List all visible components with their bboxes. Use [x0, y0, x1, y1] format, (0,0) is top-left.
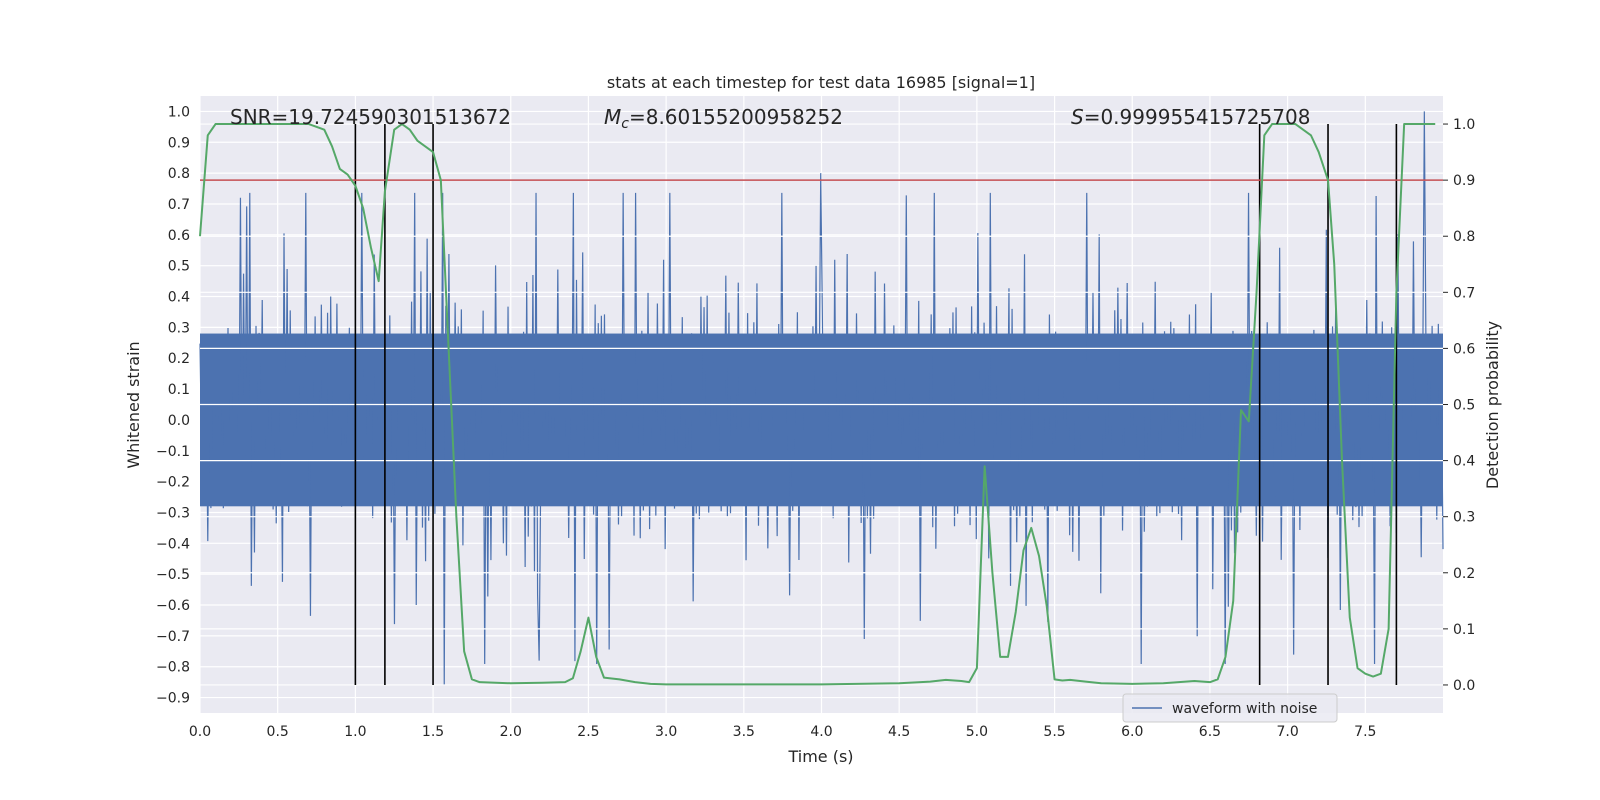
marker-layer	[354, 124, 1398, 685]
legend-box	[1122, 693, 1338, 723]
mc-value: =8.60155200958252	[629, 105, 843, 129]
y-tick-label: −0.6	[156, 598, 190, 614]
x-tick-label: 2.5	[577, 724, 599, 740]
x-tick-label: 0.0	[189, 724, 211, 740]
x-axis-label: Time (s)	[787, 747, 853, 766]
legend-label-waveform: waveform with noise	[1172, 701, 1317, 717]
y-right-tick-label: 0.8	[1453, 229, 1475, 245]
y-tick-label: 0.0	[168, 413, 190, 429]
y-tick-label: 1.0	[168, 104, 190, 120]
mc-symbol: M	[604, 105, 621, 129]
y-tick-label: 0.1	[168, 382, 190, 398]
y-tick-label: 0.3	[168, 320, 190, 336]
x-tick-label: 5.5	[1043, 724, 1065, 740]
y-tick-label: 0.7	[168, 197, 190, 213]
y-right-tick-label: 0.4	[1453, 454, 1475, 470]
y-right-tick-label: 1.0	[1453, 117, 1475, 133]
x-tick-label: 1.0	[344, 724, 366, 740]
y-tick-label: −0.3	[156, 505, 190, 521]
x-tick-label: 3.5	[733, 724, 755, 740]
x-tick-label: 5.0	[966, 724, 988, 740]
y-tick-label: 0.2	[168, 351, 190, 367]
y-tick-label: 0.9	[168, 135, 190, 151]
y-right-tick-label: 0.3	[1453, 510, 1475, 526]
y-right-axis-label: Detection probability	[1483, 321, 1502, 489]
x-tick-label: 3.0	[655, 724, 677, 740]
s-value: =0.999955415725708	[1084, 105, 1311, 129]
x-tick-label: 6.5	[1199, 724, 1221, 740]
y-tick-label: −0.8	[156, 660, 190, 676]
s-symbol: S	[1071, 105, 1084, 129]
y-right-tick-label: 0.5	[1453, 398, 1475, 414]
y-axis-label: Whitened strain	[124, 341, 143, 468]
ticks-layer: 0.0 0.5 1.0 1.5 2.0 2.5 3.0 3.5 4.0 4.5 5.0 5.5 6.0 6…	[156, 104, 1475, 740]
waveform-line	[199, 111, 1444, 686]
mc-annotation: Mc=8.60155200958252	[604, 105, 843, 132]
x-tick-label: 7.0	[1276, 724, 1298, 740]
y-tick-label: −0.2	[156, 475, 190, 491]
y-right-tick-label: 0.0	[1453, 678, 1475, 694]
s-annotation: S=0.999955415725708	[1071, 105, 1310, 129]
x-tick-label: 0.5	[267, 724, 289, 740]
y-tick-label: −0.1	[156, 444, 190, 460]
y-right-tick-label: 0.9	[1453, 173, 1475, 189]
x-tick-label: 1.5	[422, 724, 444, 740]
y-tick-label: 0.4	[168, 290, 190, 306]
prob-layer	[199, 123, 1436, 686]
x-tick-label: 2.0	[500, 724, 522, 740]
waveform-layer	[199, 111, 1444, 686]
snr-annotation: SNR=19.724590301513672	[230, 105, 511, 129]
y-right-tick-label: 0.1	[1453, 622, 1475, 638]
y-right-tick-label: 0.7	[1453, 285, 1475, 301]
x-tick-label: 7.5	[1354, 724, 1376, 740]
legend: waveform with noise	[1122, 693, 1338, 723]
chart-title: stats at each timestep for test data 169…	[607, 73, 1035, 92]
y-right-tick-label: 0.2	[1453, 566, 1475, 582]
y-tick-label: 0.6	[168, 228, 190, 244]
y-tick-label: −0.9	[156, 691, 190, 707]
mc-subscript: c	[621, 116, 629, 132]
y-tick-label: 0.5	[168, 259, 190, 275]
x-tick-label: 4.5	[888, 724, 910, 740]
y-tick-label: −0.7	[156, 629, 190, 645]
y-tick-label: −0.4	[156, 536, 190, 552]
y-tick-label: 0.8	[168, 166, 190, 182]
y-tick-label: −0.5	[156, 567, 190, 583]
x-tick-label: 6.0	[1121, 724, 1143, 740]
detection-probability-line	[199, 123, 1436, 686]
x-tick-label: 4.0	[810, 724, 832, 740]
y-right-tick-label: 0.6	[1453, 341, 1475, 357]
